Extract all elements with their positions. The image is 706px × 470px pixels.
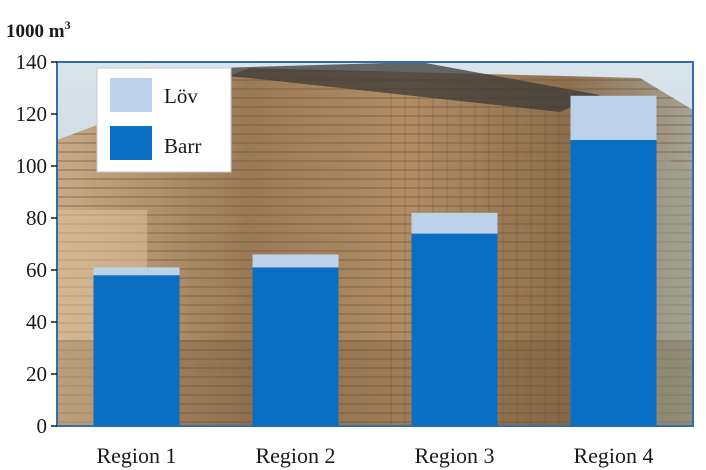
x-category-label: Region 4 (573, 443, 653, 468)
bar-segment-lov-region-4 (570, 95, 657, 140)
x-category-label: Region 1 (96, 443, 176, 468)
bar-segment-barr-region-3 (411, 233, 498, 426)
bar-segment-barr-region-4 (570, 140, 657, 426)
bars (93, 95, 657, 426)
bar-segment-barr-region-2 (252, 267, 339, 426)
legend-label-lov: Löv (164, 84, 198, 108)
y-tick-label: 140 (16, 50, 48, 74)
unit-superscript: 3 (65, 18, 71, 32)
bar-segment-lov-region-1 (93, 267, 180, 276)
legend-swatch-barr (110, 126, 152, 160)
legend-label-barr: Barr (164, 134, 201, 158)
y-unit-label: 1000 m3 (6, 18, 71, 42)
y-tick-label: 80 (26, 206, 47, 230)
legend-swatch-lov (110, 78, 152, 112)
plot-frame (56, 61, 694, 427)
bar-segment-lov-region-2 (252, 254, 339, 268)
y-tick-label: 40 (26, 310, 47, 334)
bar-segment-lov-region-3 (411, 212, 498, 234)
y-tick-label: 60 (26, 258, 47, 282)
legend: Löv Barr (96, 67, 232, 173)
y-tick-label: 0 (37, 414, 48, 438)
x-axis: Region 1 Region 2 Region 3 Region 4 (96, 443, 653, 468)
x-category-label: Region 2 (255, 443, 335, 468)
bar-segment-barr-region-1 (93, 275, 180, 426)
y-tick-label: 120 (16, 102, 48, 126)
x-category-label: Region 3 (414, 443, 494, 468)
y-axis: 0 20 40 60 80 100 120 140 (16, 50, 57, 438)
y-tick-label: 20 (26, 362, 47, 386)
y-tick-label: 100 (16, 154, 48, 178)
